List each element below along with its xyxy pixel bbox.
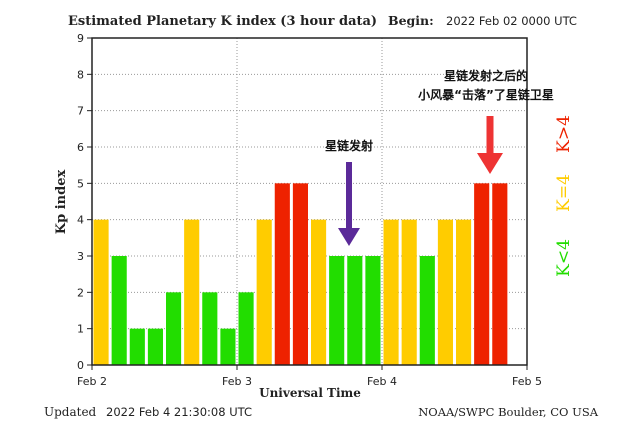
kp-bar [184,219,200,365]
kp-bar [274,183,290,365]
x-tick-label: Feb 4 [367,375,397,388]
credit-text: NOAA/SWPC Boulder, CO USA [418,405,598,419]
x-tick-label: Feb 5 [512,375,542,388]
x-tick-label: Feb 3 [222,375,252,388]
launch-arrow [338,162,360,246]
kp-bar [492,183,508,365]
kp-bar [238,292,254,365]
legend-high: K>4 [554,115,574,153]
begin-value: 2022 Feb 02 0000 UTC [446,14,577,28]
y-tick-label: 8 [77,68,84,81]
kp-bar [456,219,472,365]
updated-value: 2022 Feb 4 21:30:08 UTC [106,405,252,419]
kp-bar [111,256,127,365]
storm-annotation-line2: 小风暴“击落”了星链卫星 [418,87,554,102]
kp-bar [383,219,399,365]
y-axis-title: Kp index [54,170,69,235]
y-tick-label: 4 [77,214,84,227]
kp-bar [365,256,381,365]
x-axis-ticks: Feb 2 Feb 3 Feb 4 Feb 5 [77,365,542,388]
kp-bar [129,328,145,365]
storm-arrow [477,116,503,174]
legend-mid: K=4 [554,174,574,212]
kp-bar [401,219,417,365]
y-tick-label: 7 [77,105,84,118]
kp-bar [202,292,218,365]
y-tick-label: 9 [77,32,84,45]
launch-annotation: 星链发射 [325,138,373,153]
plot-frame [91,37,528,366]
kp-bar [166,292,182,365]
kp-bar [147,328,163,365]
kp-bar [419,256,435,365]
y-tick-label: 2 [77,286,84,299]
bar-series [93,183,508,365]
grid-lines [92,38,527,365]
begin-label: Begin: [388,13,434,28]
y-tick-label: 1 [77,323,84,336]
kp-bar [474,183,490,365]
y-tick-label: 5 [77,177,84,190]
kp-bar [93,219,109,365]
x-axis-title: Universal Time [259,386,361,400]
y-axis-ticks: 0 1 2 3 4 5 6 7 8 9 [77,32,92,372]
updated-label: Updated [44,405,97,419]
y-tick-label: 6 [77,141,84,154]
kp-bar [437,219,453,365]
kp-bar [347,256,363,365]
x-tick-label: Feb 2 [77,375,107,388]
y-tick-label: 3 [77,250,84,263]
kp-bar [292,183,308,365]
kp-bar [311,219,327,365]
kp-bar [220,328,236,365]
y-tick-label: 0 [77,359,84,372]
legend-low: K<4 [554,239,574,277]
chart-title: Estimated Planetary K index (3 hour data… [68,14,377,29]
storm-annotation-line1: 星链发射之后的 [444,68,528,83]
plot-area [92,38,527,365]
kp-bar [256,219,272,365]
kp-bar [329,256,345,365]
